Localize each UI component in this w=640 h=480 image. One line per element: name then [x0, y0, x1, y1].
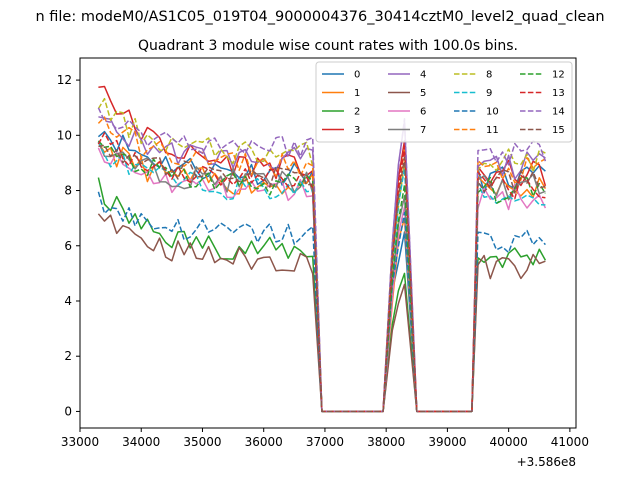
- chart-suptitle: n file: modeM0/AS1C05_019T04_9000004376_…: [35, 9, 604, 25]
- legend-label-1: 1: [354, 88, 360, 99]
- legend-label-3: 3: [354, 125, 360, 136]
- x-tick-label: 34000: [122, 435, 160, 449]
- legend-label-11: 11: [486, 125, 499, 136]
- legend-label-10: 10: [486, 107, 499, 118]
- y-tick-label: 2: [64, 349, 72, 363]
- series-line-12: [97, 140, 547, 413]
- legend-label-13: 13: [552, 88, 565, 99]
- y-tick-label: 6: [64, 239, 72, 253]
- legend-label-5: 5: [420, 88, 426, 99]
- legend-label-9: 9: [486, 88, 492, 99]
- legend-label-7: 7: [420, 125, 426, 136]
- series-line-14: [97, 107, 547, 413]
- series-line-8: [97, 97, 546, 413]
- legend-label-8: 8: [486, 70, 492, 81]
- y-tick-label: 0: [64, 404, 72, 418]
- chart-title: Quadrant 3 module wise count rates with …: [138, 38, 518, 54]
- legend-label-12: 12: [552, 70, 565, 81]
- x-axis: 33000 34000 35000 36000 37000 38000 39000 40000…: [61, 428, 589, 449]
- y-axis: 0 2 4 6 8 10 12: [57, 73, 80, 418]
- series-line-10: [97, 191, 546, 413]
- x-tick-label: 41000: [551, 435, 589, 449]
- legend-label-15: 15: [552, 125, 565, 136]
- x-tick-label: 40000: [490, 435, 528, 449]
- series-layer: [97, 85, 547, 413]
- series-line-2: [97, 177, 547, 413]
- y-tick-label: 10: [57, 128, 72, 142]
- legend-label-14: 14: [552, 107, 565, 118]
- y-tick-label: 4: [64, 294, 72, 308]
- x-tick-label: 39000: [428, 435, 466, 449]
- legend-label-0: 0: [354, 70, 360, 81]
- legend-label-6: 6: [420, 107, 426, 118]
- legend-label-2: 2: [354, 107, 360, 118]
- x-tick-label: 37000: [306, 435, 344, 449]
- series-line-6: [97, 147, 547, 413]
- series-line-5: [97, 213, 546, 413]
- series-line-3: [98, 85, 547, 413]
- series-line-15: [98, 144, 546, 413]
- series-line-11: [97, 116, 546, 413]
- x-offset-label: +3.586e8: [517, 455, 576, 469]
- x-tick-label: 36000: [245, 435, 283, 449]
- plot-frame: [79, 57, 577, 429]
- x-tick-label: 38000: [367, 435, 405, 449]
- x-tick-label: 35000: [183, 435, 221, 449]
- x-tick-label: 33000: [61, 435, 99, 449]
- legend-box: [315, 61, 573, 143]
- series-line-13: [97, 132, 546, 413]
- series-line-9: [97, 141, 546, 413]
- legend-label-4: 4: [420, 70, 426, 81]
- y-tick-label: 12: [57, 73, 72, 87]
- y-tick-label: 8: [64, 184, 72, 198]
